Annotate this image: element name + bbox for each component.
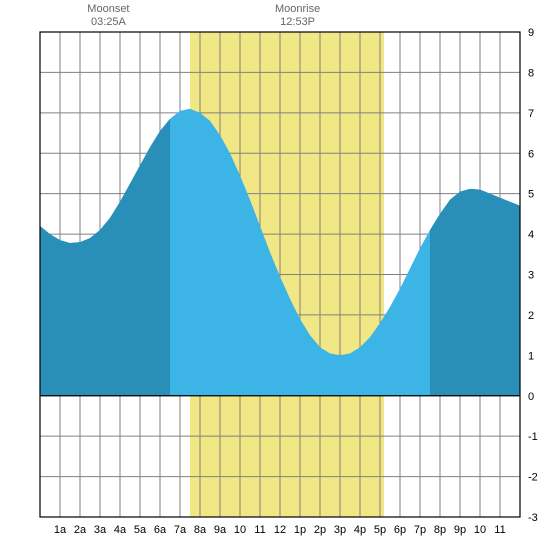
x-tick-label: 3p [334, 524, 346, 536]
moonrise-label: Moonrise [275, 3, 320, 15]
y-tick-label: 9 [528, 27, 534, 39]
x-tick-label: 10 [474, 524, 486, 536]
x-tick-label: 2a [74, 524, 87, 536]
y-tick-label: 8 [528, 67, 534, 79]
x-tick-label: 4a [114, 524, 127, 536]
moonset-label: Moonset [87, 3, 129, 15]
x-tick-label: 11 [254, 524, 265, 536]
y-tick-label: -2 [528, 472, 538, 484]
y-tick-label: -3 [528, 512, 538, 524]
x-tick-label: 6a [154, 524, 167, 536]
y-tick-label: 6 [528, 148, 534, 160]
y-tick-label: 0 [528, 391, 534, 403]
tide-chart: -3-2-101234567891a2a3a4a5a6a7a8a9a101112… [0, 0, 550, 550]
x-tick-label: 7p [414, 524, 426, 536]
x-tick-label: 7a [174, 524, 187, 536]
x-tick-label: 12 [274, 524, 286, 536]
x-tick-label: 10 [234, 524, 246, 536]
x-tick-label: 8a [194, 524, 207, 536]
y-tick-label: 5 [528, 189, 534, 201]
x-tick-label: 6p [394, 524, 406, 536]
y-tick-label: 1 [528, 350, 534, 362]
chart-svg: -3-2-101234567891a2a3a4a5a6a7a8a9a101112… [0, 0, 550, 550]
x-tick-label: 9a [214, 524, 227, 536]
x-tick-label: 1a [54, 524, 67, 536]
x-tick-label: 1p [294, 524, 306, 536]
y-tick-label: 4 [528, 229, 534, 241]
x-tick-label: 11 [494, 524, 505, 536]
x-tick-label: 5p [374, 524, 386, 536]
x-tick-label: 4p [354, 524, 366, 536]
y-tick-label: 3 [528, 270, 534, 282]
night-band-1 [430, 189, 520, 396]
y-tick-label: 2 [528, 310, 534, 322]
moonset-time: 03:25A [91, 16, 127, 28]
y-tick-label: -1 [528, 431, 538, 443]
x-tick-label: 5a [134, 524, 147, 536]
y-tick-label: 7 [528, 108, 534, 120]
moonrise-time: 12:53P [280, 16, 315, 28]
x-tick-label: 8p [434, 524, 446, 536]
x-tick-label: 9p [454, 524, 466, 536]
x-tick-label: 2p [314, 524, 326, 536]
x-tick-label: 3a [94, 524, 107, 536]
